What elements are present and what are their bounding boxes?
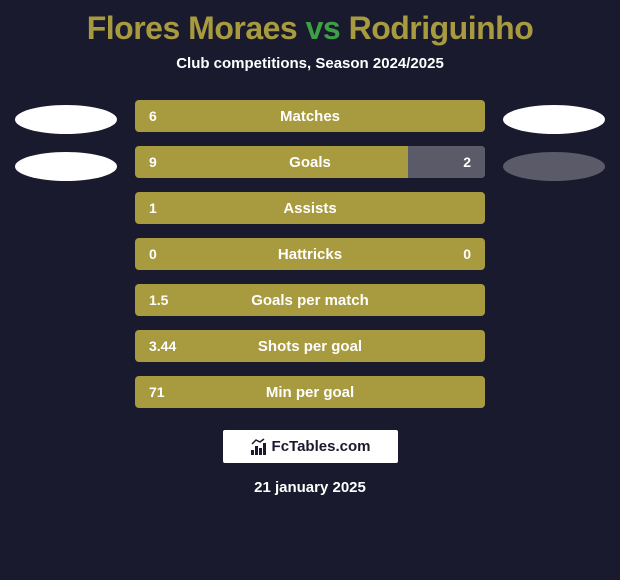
content-wrapper: 6Matches9Goals21Assists0Hattricks01.5Goa… — [0, 100, 620, 408]
date-text: 21 january 2025 — [0, 479, 620, 496]
player2-name: Rodriguinho — [349, 10, 534, 46]
stat-label: Goals — [184, 154, 436, 171]
stat-value-right: 2 — [436, 154, 471, 170]
stat-bar-content: 1Assists — [135, 200, 485, 217]
stat-bar-content: 3.44Shots per goal — [135, 338, 485, 355]
stat-value-left: 1 — [149, 200, 184, 216]
player1-avatar-ellipse-2 — [15, 152, 117, 181]
stat-bar-min-per-goal: 71Min per goal — [135, 376, 485, 408]
vs-text: vs — [306, 10, 341, 46]
stat-label: Hattricks — [184, 246, 436, 263]
player1-avatar-ellipse-1 — [15, 105, 117, 134]
stat-bar-content: 1.5Goals per match — [135, 292, 485, 309]
stat-label: Min per goal — [184, 384, 436, 401]
left-profile-column — [15, 100, 117, 181]
stat-value-left: 9 — [149, 154, 184, 170]
chart-icon — [250, 438, 268, 456]
stat-value-left: 6 — [149, 108, 184, 124]
stats-column: 6Matches9Goals21Assists0Hattricks01.5Goa… — [135, 100, 485, 408]
stat-value-right: 0 — [436, 246, 471, 262]
stat-label: Assists — [184, 200, 436, 217]
stat-label: Shots per goal — [184, 338, 436, 355]
stat-value-left: 3.44 — [149, 338, 184, 354]
stat-label: Matches — [184, 108, 436, 125]
stat-bar-content: 6Matches — [135, 108, 485, 125]
stat-bar-goals-per-match: 1.5Goals per match — [135, 284, 485, 316]
comparison-title: Flores Moraes vs Rodriguinho — [0, 10, 620, 47]
stat-bar-shots-per-goal: 3.44Shots per goal — [135, 330, 485, 362]
right-profile-column — [503, 100, 605, 181]
stat-value-left: 0 — [149, 246, 184, 262]
stat-bar-content: 0Hattricks0 — [135, 246, 485, 263]
stat-value-left: 71 — [149, 384, 184, 400]
player2-avatar-ellipse-2 — [503, 152, 605, 181]
stat-bar-assists: 1Assists — [135, 192, 485, 224]
stat-bar-hattricks: 0Hattricks0 — [135, 238, 485, 270]
player2-avatar-ellipse-1 — [503, 105, 605, 134]
stat-bar-content: 71Min per goal — [135, 384, 485, 401]
subtitle-text: Club competitions, Season 2024/2025 — [0, 55, 620, 72]
stat-value-left: 1.5 — [149, 292, 184, 308]
watermark-badge: FcTables.com — [223, 430, 398, 463]
stat-bar-goals: 9Goals2 — [135, 146, 485, 178]
watermark-text: FcTables.com — [272, 438, 371, 455]
stat-bar-content: 9Goals2 — [135, 154, 485, 171]
stat-label: Goals per match — [184, 292, 436, 309]
player1-name: Flores Moraes — [87, 10, 297, 46]
stat-bar-matches: 6Matches — [135, 100, 485, 132]
